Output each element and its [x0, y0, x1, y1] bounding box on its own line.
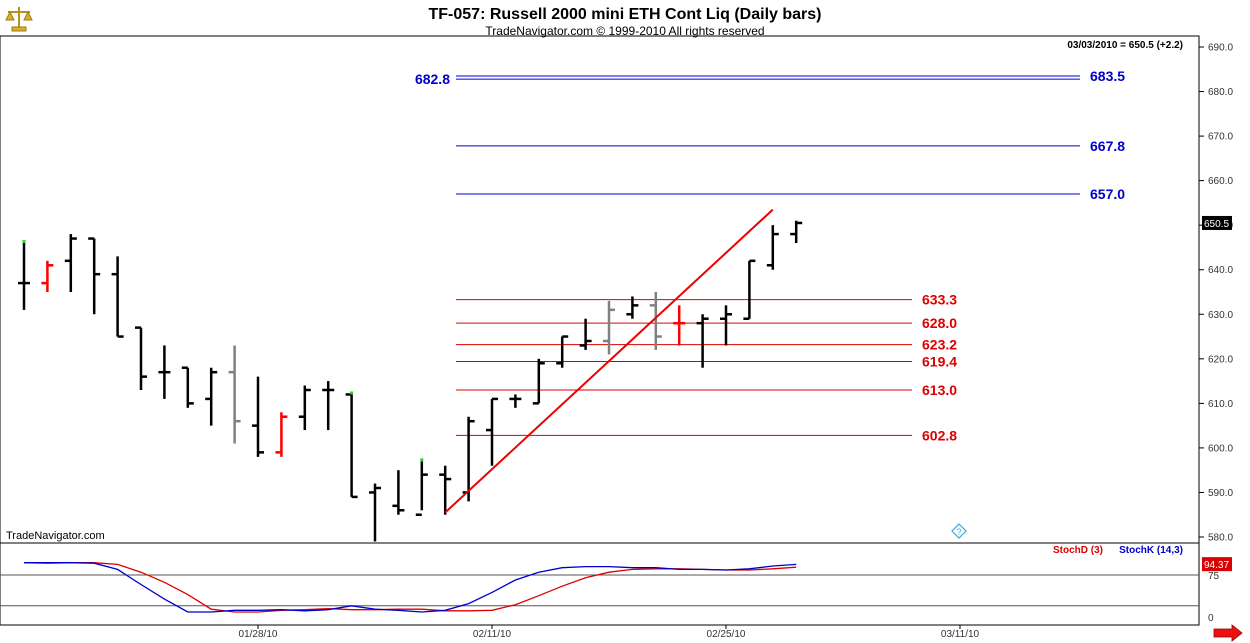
up-flag-marker: [22, 240, 26, 243]
chart-subtitle: TradeNavigator.com © 1999-2010 All right…: [485, 24, 764, 38]
y-tick-label: 630.0: [1208, 310, 1233, 321]
up-flag-marker: [420, 458, 424, 462]
price-panel-frame: [0, 35, 1200, 544]
last-price-box: [1202, 215, 1232, 230]
fib-label-red: 628.0: [922, 315, 957, 331]
stoch-panel-frame: [0, 542, 1200, 626]
date-x-axis: 01/28/10 02/11/10 02/25/10 03/11/10: [239, 625, 980, 640]
stoch-series-line: [24, 562, 797, 613]
red-trendline: [444, 208, 774, 514]
scales-logo-icon[interactable]: [4, 4, 34, 32]
y-tick-label: 610.0: [1208, 399, 1233, 410]
up-flag-marker: [350, 391, 354, 395]
trendline: [444, 208, 774, 514]
ohlc-bars: [18, 220, 803, 542]
fib-label-blue: 657.0: [1090, 186, 1125, 202]
x-tick-label: 02/11/10: [473, 629, 512, 640]
y-tick-label: 670.0: [1208, 132, 1233, 143]
quote-readout: 03/03/2010 = 650.5 (+2.2): [1067, 40, 1183, 51]
x-tick-label: 01/28/10: [239, 629, 278, 640]
fib-label-blue: 667.8: [1090, 138, 1125, 154]
svg-text:?: ?: [956, 527, 961, 537]
y-tick-label: 680.0: [1208, 87, 1233, 98]
scroll-right-arrow-icon[interactable]: [1213, 624, 1243, 642]
stoch-last-value-label: 94.37: [1204, 560, 1229, 571]
x-tick-label: 03/11/10: [941, 629, 980, 640]
fib-label-blue-left: 682.8: [415, 71, 450, 87]
y-tick-label: 590.0: [1208, 488, 1233, 499]
stoch-last-value-box: [1202, 557, 1232, 572]
stoch-y-tick-label: 75: [1208, 571, 1220, 582]
fib-label-red: 602.8: [922, 427, 957, 443]
stochastic-panel: 75 0 StochD (3) StochK (14,3) 94.37: [0, 545, 1232, 624]
x-tick-label: 02/25/10: [707, 629, 746, 640]
stochd-legend: StochD (3): [1053, 545, 1103, 556]
y-tick-label: 690.0: [1208, 43, 1233, 54]
diamond-question-icon[interactable]: ?: [951, 523, 967, 539]
y-tick-label: 580.0: [1208, 533, 1233, 544]
stoch-y-tick-label: 0: [1208, 613, 1214, 624]
y-tick-label: 660.0: [1208, 176, 1233, 187]
fib-label-red: 613.0: [922, 382, 957, 398]
price-y-axis: 690.0680.0670.0660.0650.0640.0630.0620.0…: [1199, 43, 1233, 544]
fib-label-red: 633.3: [922, 292, 957, 308]
chart-title: TF-057: Russell 2000 mini ETH Cont Liq (…: [429, 6, 822, 23]
y-tick-label: 620.0: [1208, 354, 1233, 365]
fib-label-red: 623.2: [922, 337, 957, 353]
fib-label-red: 619.4: [922, 353, 957, 369]
watermark-text: TradeNavigator.com: [6, 530, 105, 542]
fibonacci-levels: 683.5 682.8 667.8 657.0 633.3 628.0 623.2619.4…: [415, 68, 1125, 443]
stochk-legend: StochK (14,3): [1119, 545, 1183, 556]
y-tick-label: 600.0: [1208, 443, 1233, 454]
y-tick-label: 640.0: [1208, 265, 1233, 276]
last-price-label: 650.5: [1204, 219, 1229, 230]
fib-label-blue: 683.5: [1090, 68, 1125, 84]
